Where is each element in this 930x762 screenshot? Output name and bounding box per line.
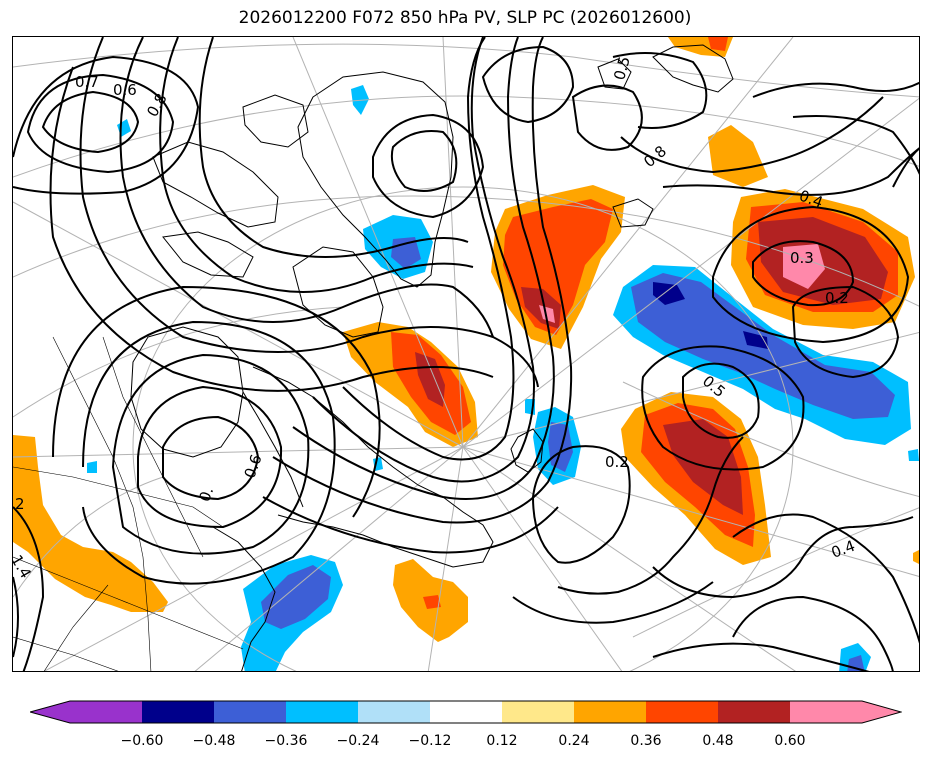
slp-contours [13,37,919,671]
contour-label: 0.5 [610,54,634,82]
contour-label: 0.8 [640,142,670,171]
colorbar-tick-label: 0.24 [558,733,590,749]
pv-positive-region [708,37,728,51]
pv-negative-region [117,119,131,137]
pv-positive-region [539,305,555,323]
hudson-bay-coast [130,326,244,458]
contour-label: 1.4 [13,552,35,582]
contour-label: 0.3 [790,249,814,267]
contour-label: 0.2 [605,453,629,471]
colorbar-segment [574,701,646,723]
contour-label: 0.8 [143,90,171,120]
colorbar-segment [430,701,502,723]
contour-label: 0.7 [75,73,99,91]
pv-negative-region [261,565,331,629]
pv-negative-region [87,461,97,473]
contour-label: 0.6 [113,81,137,99]
pv-negative-region [548,422,573,472]
graticule [13,37,919,671]
colorbar-tick-label: −0.12 [408,733,452,749]
colorbar-extend-max [790,701,901,723]
pv-positive-region [663,419,743,515]
contour-label: 0.2 [825,289,849,307]
colorbar [30,700,902,724]
canadian-archipelago-coast [162,231,254,278]
colorbar-segment [646,701,718,723]
colorbar-segment [718,701,790,723]
coastlines [130,44,734,671]
colorbar-tick-label: 0.36 [630,733,662,749]
pv-positive-region [415,352,445,407]
map-panel: 0.7 0.6 0.8 0.5 0.8 0.4 0.3 0.2 0.5 0.2 … [12,36,920,672]
colorbar-segment [142,701,214,723]
colorbar-extend-min [30,701,70,723]
colorbar-tick-label: −0.48 [192,733,236,749]
pv-positive-region [13,435,168,612]
labrador-coast [252,366,494,568]
us-east-coast [212,526,276,671]
contour-label: 0. [195,484,217,504]
pv-negative-region [743,331,768,349]
colorbar-tick-label: −0.36 [264,733,308,749]
ellesmere-coast [242,94,309,148]
colorbar-segment [70,701,142,723]
colorbar-segment [286,701,358,723]
contour-label: 2 [15,495,25,513]
quebec-border [242,391,304,508]
pv-positive-region [758,217,888,305]
greenland-coast [297,71,454,288]
pv-shading-layer [13,37,919,671]
colorbar-tick-label: 0.48 [702,733,734,749]
pv-positive-region [708,125,768,187]
canadian-archipelago-coast [152,141,279,228]
colorbar-outline [30,700,902,724]
baffin-coast [292,246,384,338]
colorbar-tick-label: 0.60 [774,733,806,749]
pv-negative-region [908,449,919,461]
colorbar-segment [358,701,430,723]
colorbar-tick-label: 0.12 [486,733,518,749]
colorbar-segment [214,701,286,723]
colorbar-segment [502,701,574,723]
svalbard-coast [597,58,632,90]
iceland-coast [612,198,654,228]
newfoundland-coast [510,428,544,473]
colorbar-tick-label: −0.60 [120,733,164,749]
map-title: 2026012200 F072 850 hPa PV, SLP PC (2026… [238,8,692,28]
scandinavia-coast [652,44,734,93]
pv-negative-region [653,282,685,305]
colorbar-tick-label: −0.24 [336,733,380,749]
pv-positive-region [913,550,919,564]
contour-label: 0.6 [241,452,266,481]
map-canvas: 0.7 0.6 0.8 0.5 0.8 0.4 0.3 0.2 0.5 0.2 … [13,37,919,671]
pv-positive-region [423,595,441,609]
